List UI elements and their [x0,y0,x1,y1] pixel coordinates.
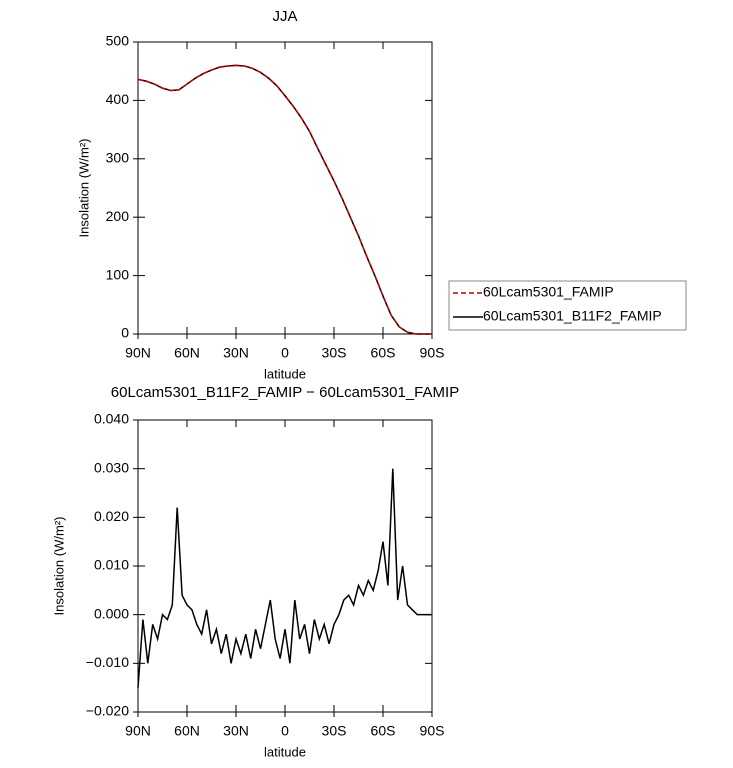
legend-label: 60Lcam5301_B11F2_FAMIP [483,308,662,324]
y-tick-label: 0.000 [94,605,129,621]
y-tick-label: 0 [121,325,129,341]
x-tick-label: 0 [281,723,289,739]
series-line [137,64,432,335]
plot-frame [137,419,433,713]
y-tick-label: 0.030 [94,459,129,475]
x-tick-label: 60S [371,345,396,361]
x-tick-label: 30N [223,345,249,361]
y-tick-label: 300 [106,150,130,166]
y-tick-label: 0.010 [94,557,129,573]
y-axis-label: Insolation (W/m²) [51,517,66,616]
series-line [137,468,432,688]
x-tick-label: 30N [223,723,249,739]
chart-title: 60Lcam5301_B11F2_FAMIP − 60Lcam5301_FAMI… [111,384,459,401]
chart-title: JJA [272,8,297,25]
plot-frame [137,41,433,335]
series-line [137,64,432,335]
x-tick-label: 90N [125,345,151,361]
y-tick-label: −0.020 [86,703,129,719]
x-tick-label: 90S [420,723,445,739]
x-tick-label: 60S [371,723,396,739]
legend-box [448,280,687,331]
x-tick-label: 30S [322,345,347,361]
y-tick-label: 0.040 [94,411,129,427]
x-axis-label: latitude [264,744,306,759]
x-tick-label: 30S [322,723,347,739]
y-axis-label: Insolation (W/m²) [76,139,91,238]
x-tick-label: 90S [420,345,445,361]
y-tick-label: 0.020 [94,508,129,524]
y-tick-label: −0.010 [86,654,129,670]
y-tick-label: 500 [106,33,130,49]
x-axis-label: latitude [264,366,306,381]
x-tick-label: 60N [174,723,200,739]
y-tick-label: 200 [106,208,130,224]
legend-label: 60Lcam5301_FAMIP [483,284,614,300]
y-tick-label: 100 [106,266,130,282]
y-tick-label: 400 [106,91,130,107]
x-tick-label: 0 [281,345,289,361]
x-tick-label: 90N [125,723,151,739]
x-tick-label: 60N [174,345,200,361]
